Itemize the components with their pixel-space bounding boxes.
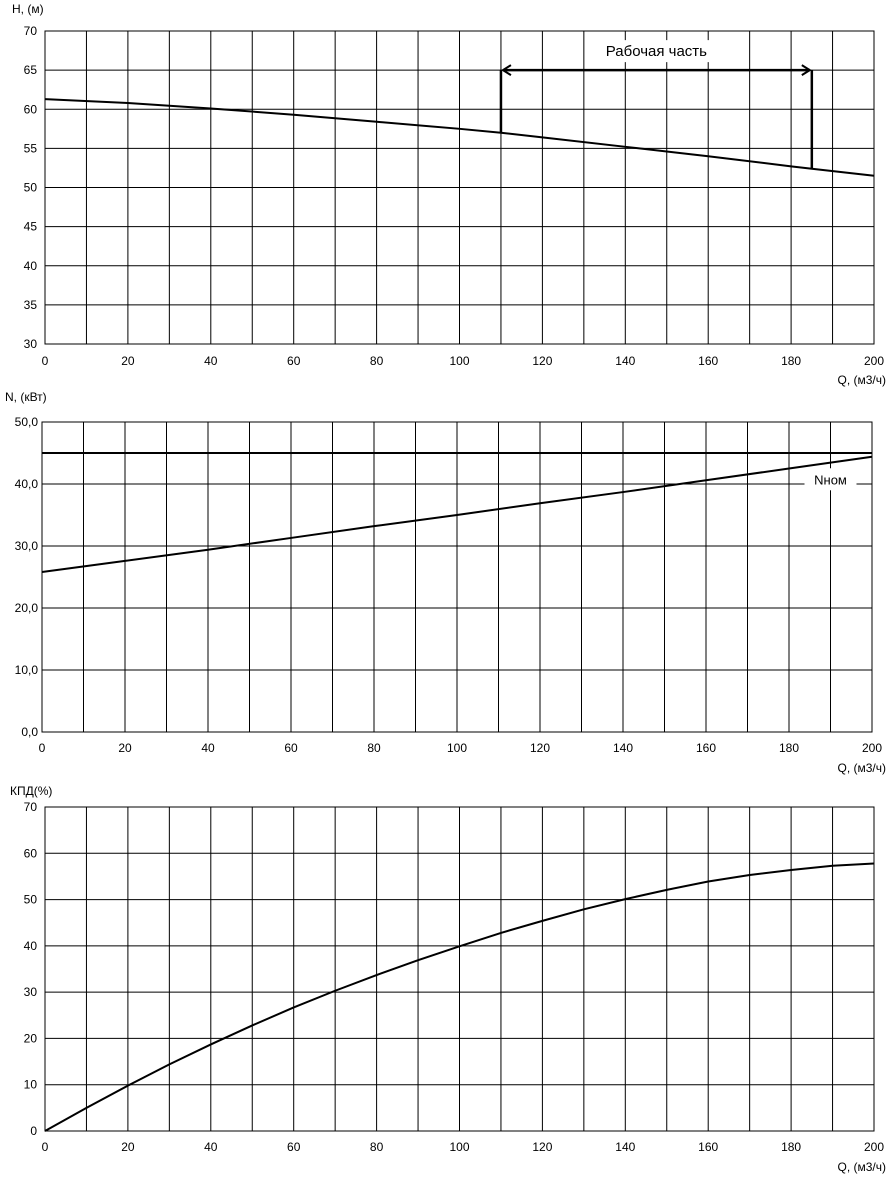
x-tick-label: 160 [698, 354, 718, 368]
x-tick-label: 100 [449, 354, 469, 368]
x-tick-label: 140 [615, 354, 635, 368]
x-tick-label: 80 [367, 741, 381, 755]
y-tick-label: 30 [24, 985, 38, 999]
x-tick-label: 0 [42, 1140, 49, 1154]
series-label-nnom: Nном [814, 472, 847, 487]
x-tick-label: 200 [862, 741, 882, 755]
x-tick-label: 60 [287, 354, 301, 368]
y-axis-label: КПД(%) [10, 784, 52, 798]
y-tick-label: 0 [30, 1124, 37, 1138]
y-tick-label: 30 [24, 337, 38, 351]
x-tick-label: 60 [287, 1140, 301, 1154]
x-tick-label: 200 [864, 1140, 884, 1154]
y-tick-label: 10,0 [15, 663, 39, 677]
arrowhead-left [501, 64, 512, 76]
plot-area [44, 30, 875, 345]
y-tick-label: 40,0 [15, 477, 39, 491]
x-tick-label: 60 [284, 741, 298, 755]
series-label-bg [804, 468, 857, 491]
y-tick-label: 45 [24, 220, 38, 234]
x-tick-label: 120 [532, 1140, 552, 1154]
arrowhead-right [801, 64, 812, 76]
x-tick-label: 180 [779, 741, 799, 755]
x-tick-label: 100 [449, 1140, 469, 1154]
plot-area [41, 421, 873, 733]
y-tick-label: 60 [24, 846, 38, 860]
y-tick-label: 50,0 [15, 415, 39, 429]
x-axis-label: Q, (м3/ч) [837, 761, 886, 775]
x-tick-label: 100 [447, 741, 467, 755]
x-tick-label: 120 [532, 354, 552, 368]
head-chart: 30 35 40 45 50 55 60 65 70 0 20 40 60 80 100 120 140 160 1… [12, 2, 886, 387]
x-tick-label: 120 [530, 741, 550, 755]
y-tick-label: 0,0 [21, 725, 38, 739]
x-tick-label: 40 [204, 1140, 218, 1154]
x-axis-label: Q, (м3/ч) [837, 373, 886, 387]
x-tick-label: 0 [39, 741, 46, 755]
x-tick-label: 80 [370, 1140, 384, 1154]
series-line [44, 862, 875, 1132]
series-line [41, 455, 873, 574]
y-tick-label: 20 [24, 1031, 38, 1045]
y-tick-label: 40 [24, 939, 38, 953]
x-tick-label: 80 [370, 354, 384, 368]
x-tick-label: 160 [698, 1140, 718, 1154]
working-range-label: Рабочая часть [606, 43, 707, 60]
plot-area [44, 806, 875, 1132]
y-tick-label: 10 [24, 1078, 38, 1092]
efficiency-chart: 0 10 20 30 40 50 60 70 0 20 40 60 80 100 120 140 160 180 2… [10, 784, 886, 1174]
y-tick-label: 40 [24, 259, 38, 273]
y-tick-label: 65 [24, 63, 38, 77]
y-tick-label: 30,0 [15, 539, 39, 553]
x-tick-label: 40 [204, 354, 218, 368]
x-tick-label: 180 [781, 354, 801, 368]
power-chart: 0,0 10,0 20,0 30,0 40,0 50,0 0 20 40 60 80 100 120 14… [5, 390, 886, 775]
y-tick-label: 60 [24, 102, 38, 116]
y-axis-label: H, (м) [12, 2, 44, 16]
x-tick-label: 160 [696, 741, 716, 755]
y-tick-label: 35 [24, 298, 38, 312]
annotation-bg [594, 40, 719, 63]
y-tick-label: 20,0 [15, 601, 39, 615]
y-tick-label: 50 [24, 181, 38, 195]
x-tick-label: 40 [201, 741, 215, 755]
x-tick-label: 200 [864, 354, 884, 368]
x-tick-label: 20 [121, 1140, 135, 1154]
x-tick-label: 140 [613, 741, 633, 755]
x-tick-label: 20 [121, 354, 135, 368]
x-tick-label: 20 [118, 741, 132, 755]
x-tick-label: 140 [615, 1140, 635, 1154]
y-tick-label: 70 [24, 24, 38, 38]
y-tick-label: 70 [24, 800, 38, 814]
x-tick-label: 0 [42, 354, 49, 368]
y-axis-label: N, (кВт) [5, 390, 47, 404]
y-tick-label: 55 [24, 141, 38, 155]
x-tick-label: 180 [781, 1140, 801, 1154]
x-axis-label: Q, (м3/ч) [837, 1160, 886, 1174]
y-tick-label: 50 [24, 893, 38, 907]
